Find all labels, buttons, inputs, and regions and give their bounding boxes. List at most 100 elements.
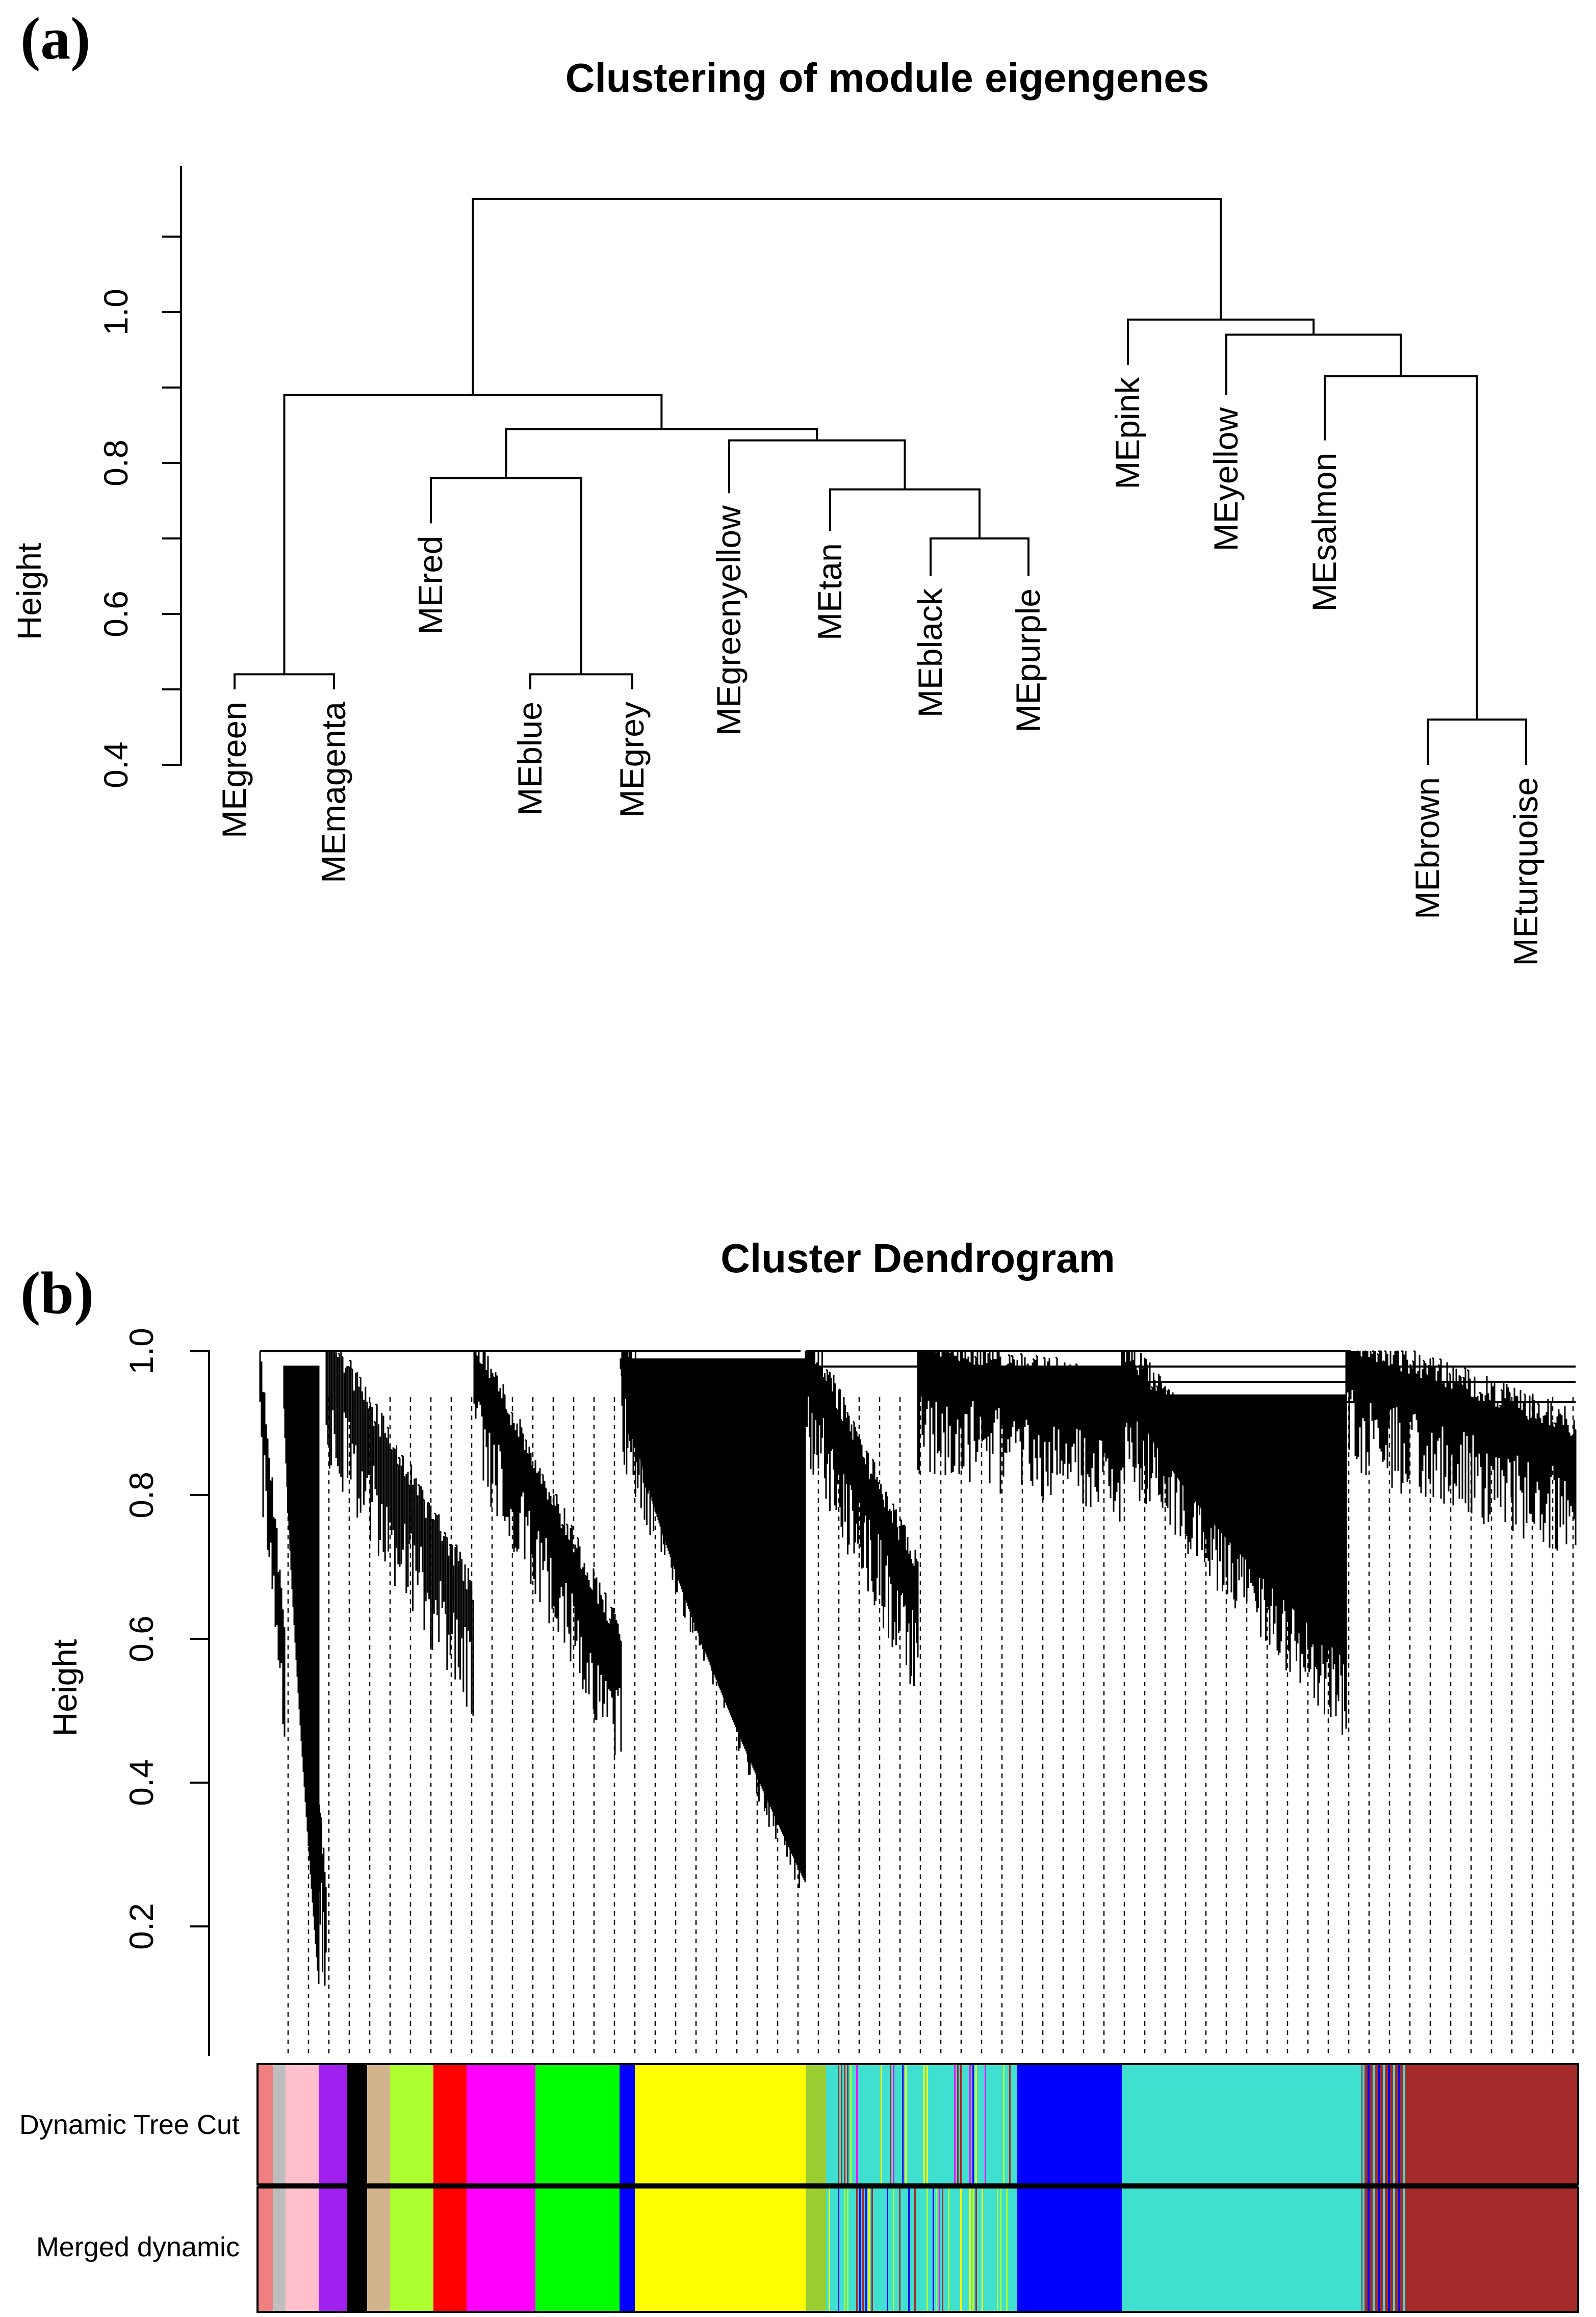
module-color-stripe [960, 2187, 962, 2312]
module-color-stripe [841, 2065, 842, 2185]
module-color-segment [319, 2065, 347, 2185]
module-color-segment [347, 2187, 367, 2312]
dendrogram-merge [728, 439, 906, 494]
dendrogram-top-merges [260, 1350, 1576, 1403]
panel-b-dashed-guides [287, 1397, 1574, 2056]
module-color-segment [1122, 2065, 1361, 2185]
module-color-segment [367, 2187, 390, 2312]
panel-a-title: Clustering of module eigengenes [565, 55, 1209, 100]
module-color-stripe [1393, 2065, 1395, 2185]
module-color-segment [467, 2065, 535, 2185]
color-bars-frame [256, 2063, 1579, 2185]
module-color-stripe [847, 2065, 848, 2185]
y-tick-label: 0.8 [122, 1472, 160, 1518]
cluster-red-magenta [473, 1350, 622, 1755]
module-color-stripe [1378, 2187, 1380, 2312]
leaf-label-mebrown: MEbrown [1408, 777, 1446, 919]
module-color-stripe [911, 2065, 913, 2185]
dendrogram-merge [234, 673, 335, 689]
module-color-stripe [926, 2187, 928, 2312]
module-color-stripe [1006, 2187, 1008, 2312]
module-color-stripe [936, 2187, 937, 2312]
leaf-label-mesalmon: MEsalmon [1305, 453, 1343, 612]
module-color-segment [1407, 2187, 1578, 2312]
panel-b-y-ticks: 0.2 0.4 0.6 0.8 1.0 [122, 1328, 209, 1950]
leaf-label-mered: MEred [411, 535, 449, 634]
dendrogram-merge [1324, 375, 1478, 720]
module-color-stripe [960, 2065, 962, 2185]
dendrogram-merge [930, 537, 1029, 576]
dendrogram-merge [529, 673, 633, 689]
module-color-stripe [887, 2187, 888, 2312]
module-color-segment [347, 2065, 367, 2185]
module-color-stripe [957, 2065, 959, 2185]
branch-turquoise-sweep [1132, 1394, 1347, 1661]
module-color-segment [258, 2187, 273, 2312]
module-color-segment [467, 2187, 535, 2312]
module-color-segment [635, 2187, 806, 2312]
module-color-stripe [1378, 2065, 1380, 2185]
module-color-segment [433, 2065, 467, 2185]
module-color-stripe [945, 2187, 946, 2312]
branch-yellow-sweep [620, 1358, 806, 1883]
module-color-stripe [969, 2065, 971, 2185]
module-color-stripe [908, 2187, 910, 2312]
module-color-stripe [985, 2065, 986, 2185]
module-color-stripe [1000, 2187, 1001, 2312]
leaf-label-mepurple: MEpurple [1009, 588, 1047, 732]
panel-b-label: (b) [20, 1259, 94, 1326]
module-color-stripe [856, 2065, 858, 2185]
module-color-stripe [1388, 2065, 1390, 2185]
leaf-label-megreen: MEgreen [215, 702, 253, 838]
y-tick-label: 0.4 [122, 1759, 160, 1806]
module-color-segment [273, 2065, 286, 2185]
dendrogram-merge [430, 477, 582, 675]
module-color-segment [367, 2065, 390, 2185]
module-color-stripe [838, 2065, 839, 2185]
y-tick-label: 1.0 [122, 1328, 160, 1375]
module-color-segment [1407, 2065, 1578, 2185]
module-color-stripe [972, 2065, 974, 2185]
module-color-stripe [899, 2187, 900, 2312]
module-color-stripe [1009, 2065, 1011, 2185]
module-color-stripe [874, 2187, 876, 2312]
module-color-stripe [838, 2187, 839, 2312]
color-bars-frame-2 [256, 2186, 1579, 2313]
module-color-stripe [926, 2065, 928, 2185]
module-color-segment [620, 2065, 635, 2185]
module-color-segment [1017, 2065, 1122, 2185]
module-color-stripe [923, 2065, 925, 2185]
panel-a-y-label: Height [10, 543, 48, 640]
leaf-label-megreenyellow: MEgreenyellow [710, 505, 748, 736]
module-color-stripe [939, 2187, 940, 2312]
y-tick-label: 0.4 [97, 741, 135, 788]
panel-b-module-color-bars [258, 2065, 1578, 2312]
leaf-label-meyellow: MEyellow [1207, 407, 1245, 551]
module-color-stripe [865, 2187, 867, 2312]
dendrogram-merge [505, 428, 818, 478]
module-color-segment [319, 2187, 347, 2312]
module-color-stripe [893, 2065, 894, 2185]
module-color-stripe [1362, 2065, 1365, 2185]
module-color-segment [433, 2187, 467, 2312]
module-color-segment [1017, 2187, 1122, 2312]
module-color-stripe [972, 2187, 974, 2312]
module-color-stripe [1003, 2065, 1005, 2185]
leaf-label-meturquoise: MEturquoise [1507, 777, 1544, 966]
module-color-stripe [890, 2065, 891, 2185]
module-color-stripe [933, 2187, 934, 2312]
module-color-stripe [923, 2187, 925, 2312]
module-color-stripe [1388, 2187, 1390, 2312]
module-color-stripe [847, 2187, 848, 2312]
module-color-stripe [975, 2187, 977, 2312]
dendrogram-merge [829, 488, 981, 538]
panel-b-dendrogram [259, 1350, 1577, 1986]
module-color-stripe [862, 2187, 864, 2312]
module-color-stripe [850, 2065, 852, 2185]
module-color-segment [1122, 2187, 1361, 2312]
leaf-label-meblack: MEblack [911, 588, 949, 717]
branch-pink-sweep [283, 1366, 320, 1984]
module-color-segment [620, 2187, 635, 2312]
row-label-dynamic-tree-cut: Dynamic Tree Cut [19, 2109, 240, 2140]
module-color-segment [635, 2065, 806, 2185]
